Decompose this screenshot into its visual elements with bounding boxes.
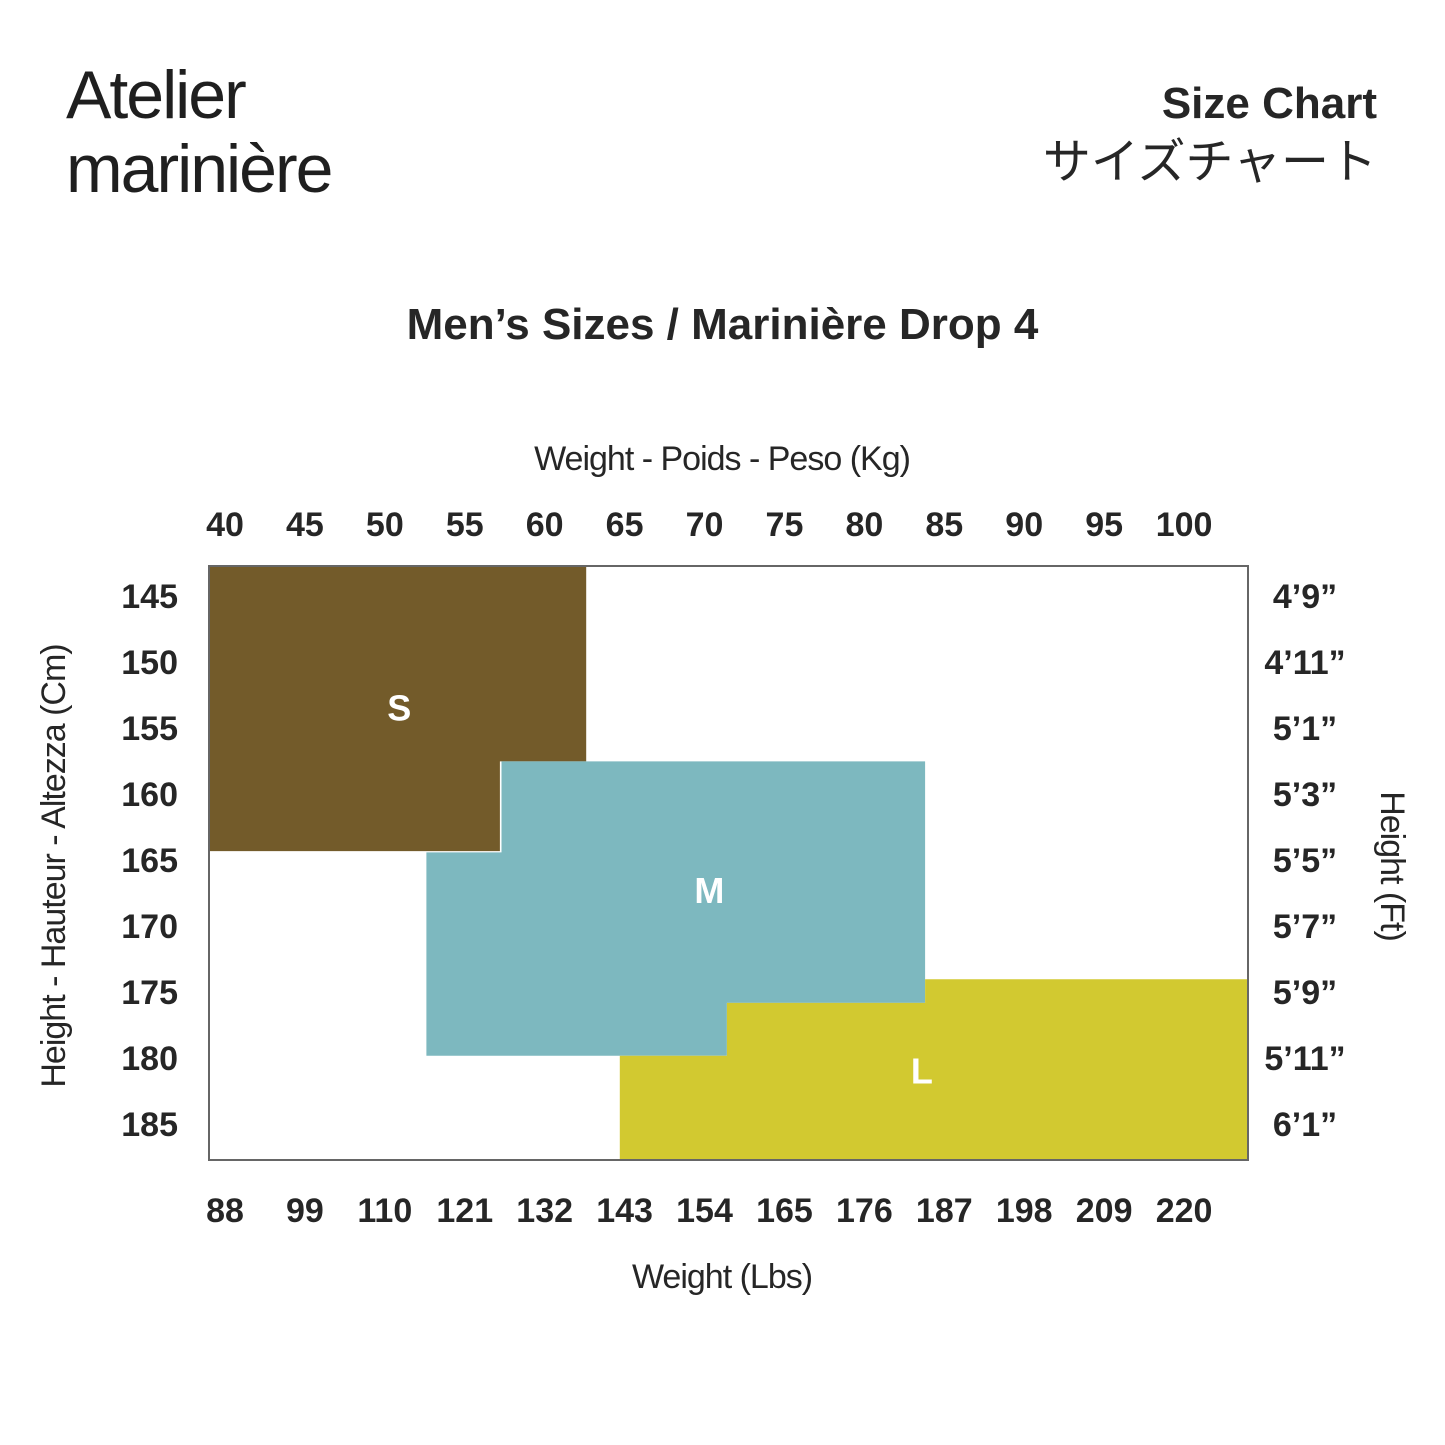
y-left-tick-label: 145: [121, 578, 178, 616]
plot-frame: [208, 565, 1249, 1161]
y-left-tick-label: 165: [121, 842, 178, 880]
y-right-tick-label: 5’9”: [1273, 974, 1337, 1012]
x-bottom-tick-label: 88: [206, 1192, 244, 1230]
x-bottom-tick-label: 154: [676, 1192, 733, 1230]
x-top-tick-label: 45: [286, 506, 324, 544]
x-top-tick-label: 90: [1005, 506, 1043, 544]
size-chart-heading: Size Chart サイズチャート: [1043, 76, 1377, 192]
y-right-tick-label: 5’11”: [1264, 1040, 1345, 1078]
x-bottom-axis-title: Weight (Lbs): [632, 1258, 812, 1296]
x-bottom-tick-label: 143: [596, 1192, 653, 1230]
size-zone-m: [426, 761, 926, 1056]
x-top-tick-label: 60: [526, 506, 564, 544]
x-top-tick-label: 50: [366, 506, 404, 544]
size-chart-title-en: Size Chart: [1161, 79, 1377, 128]
x-bottom-tick-label: 198: [996, 1192, 1053, 1230]
x-bottom-tick-label: 165: [756, 1192, 813, 1230]
y-left-tick-label: 170: [121, 908, 178, 946]
size-zone-l: [619, 979, 1248, 1160]
x-top-tick-label: 70: [686, 506, 724, 544]
y-left-axis-title: Height - Hauteur - Altezza (Cm): [35, 644, 73, 1087]
y-left-tick-label: 155: [121, 710, 178, 748]
y-left-tick-label: 150: [121, 644, 178, 682]
brand-line-2: marinière: [66, 131, 333, 207]
x-bottom-tick-label: 209: [1076, 1192, 1133, 1230]
chart-title: Men’s Sizes / Marinière Drop 4: [406, 300, 1039, 349]
y-left-tick-label: 175: [121, 974, 178, 1012]
size-zone-s: [209, 566, 587, 852]
y-right-tick-label: 4’11”: [1264, 644, 1345, 682]
y-right-tick-label: 5’3”: [1273, 776, 1337, 814]
x-bottom-tick-label: 132: [516, 1192, 573, 1230]
size-label-s: S: [387, 688, 411, 729]
y-left-tick-label: 180: [121, 1040, 178, 1078]
x-bottom-tick-label: 220: [1156, 1192, 1213, 1230]
y-left-tick-label: 160: [121, 776, 178, 814]
y-right-tick-label: 5’7”: [1273, 908, 1337, 946]
x-bottom-tick-label: 176: [836, 1192, 893, 1230]
y-right-axis-title: Height (Ft): [1373, 791, 1411, 941]
brand-line-1: Atelier: [66, 57, 247, 133]
size-label-l: L: [911, 1051, 933, 1092]
x-bottom-tick-label: 99: [286, 1192, 324, 1230]
size-chart-title-jp: サイズチャート: [1042, 134, 1377, 190]
x-top-axis-title: Weight - Poids - Peso (Kg): [534, 440, 910, 478]
x-top-tick-label: 85: [925, 506, 963, 544]
x-top-tick-label: 100: [1156, 506, 1213, 544]
brand-logo: Atelier marinière: [66, 57, 333, 207]
x-top-tick-label: 80: [845, 506, 883, 544]
x-top-tick-label: 65: [606, 506, 644, 544]
y-right-tick-label: 5’5”: [1273, 842, 1337, 880]
y-right-tick-label: 4’9”: [1273, 578, 1337, 616]
x-top-tick-label: 75: [766, 506, 804, 544]
y-right-tick-label: 5’1”: [1273, 710, 1337, 748]
y-left-tick-label: 185: [121, 1106, 178, 1144]
x-bottom-tick-label: 121: [436, 1192, 493, 1230]
x-top-tick-label: 95: [1085, 506, 1123, 544]
x-top-tick-label: 40: [206, 506, 244, 544]
x-bottom-tick-label: 187: [916, 1192, 973, 1230]
size-label-m: M: [694, 870, 724, 911]
y-right-tick-label: 6’1”: [1273, 1106, 1337, 1144]
x-top-tick-label: 55: [446, 506, 484, 544]
x-bottom-tick-label: 110: [357, 1192, 412, 1230]
